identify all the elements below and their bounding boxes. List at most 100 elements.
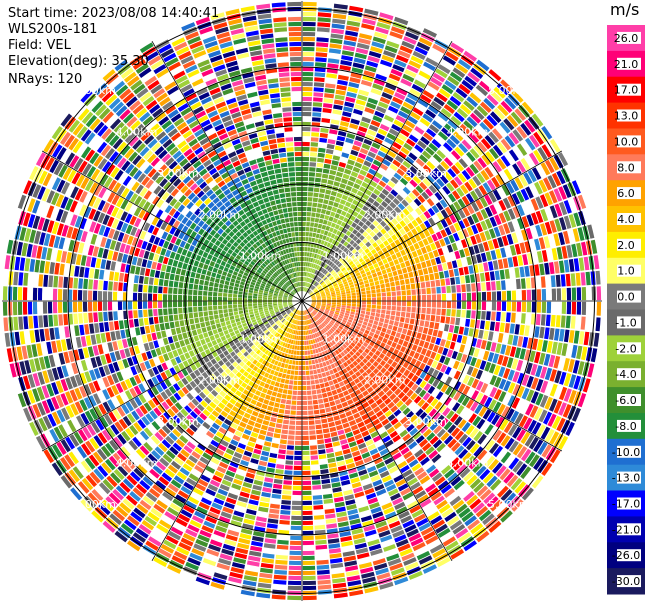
radar-gate [461, 396, 470, 407]
radar-gate [472, 128, 483, 140]
radar-gate [331, 28, 344, 35]
radar-gate [304, 345, 307, 350]
radar-gate [321, 282, 326, 287]
radar-gate [401, 199, 409, 207]
radar-gate [309, 307, 313, 311]
radar-gate [23, 316, 29, 330]
radar-gate [572, 228, 580, 242]
radar-gate [455, 87, 468, 99]
radar-gate [335, 506, 346, 513]
radar-gate [42, 301, 48, 314]
radar-gate [376, 271, 382, 276]
radar-gate [330, 405, 337, 412]
radar-gate [386, 305, 391, 310]
radar-gate [454, 146, 465, 157]
radar-gate [351, 67, 364, 74]
radar-gate [488, 458, 499, 471]
radar-gate [356, 42, 370, 50]
radar-gate [360, 284, 365, 289]
radar-gate [339, 65, 351, 71]
radar-gate [550, 314, 556, 327]
radar-gate [408, 60, 422, 69]
radar-gate [327, 301, 332, 303]
radar-gate [142, 293, 148, 301]
radar-gate [322, 284, 327, 288]
radar-gate [315, 270, 319, 275]
radar-gate [498, 224, 506, 236]
radar-gate [310, 294, 315, 297]
radar-gate [274, 564, 288, 570]
radar-gate [427, 226, 435, 235]
radar-gate [336, 460, 346, 467]
radar-gate [418, 154, 429, 164]
radar-gate [426, 432, 436, 442]
radar-gate [302, 365, 306, 371]
radar-gate [443, 171, 453, 181]
radar-gate [325, 236, 330, 242]
radar-gate [460, 275, 466, 284]
radar-gate [367, 322, 373, 328]
radar-gate [131, 336, 138, 346]
radar-gate [510, 410, 520, 423]
radar-gate [331, 318, 336, 323]
radar-gate [233, 304, 238, 308]
radar-gate [408, 192, 417, 201]
radar-gate [302, 6, 317, 12]
radar-gate [436, 221, 444, 231]
radar-gate [203, 291, 208, 296]
radar-gate [403, 173, 412, 182]
radar-gate [390, 189, 399, 197]
radar-gate [355, 47, 369, 55]
radar-gate [573, 375, 581, 390]
radar-gate [342, 301, 347, 304]
radar-gate [443, 396, 452, 406]
radar-gate [13, 316, 19, 331]
radar-gate [495, 465, 507, 478]
radar-gate [316, 42, 329, 48]
radar-gate [252, 427, 260, 434]
radar-gate [403, 216, 411, 225]
radar-gate [418, 204, 427, 213]
radar-gate [476, 380, 484, 391]
radar-gate [315, 233, 320, 239]
radar-gate [397, 50, 411, 59]
radar-gate [364, 8, 379, 16]
radar-gate [501, 356, 509, 367]
radar-gate [385, 314, 390, 320]
radar-gate [365, 361, 372, 368]
radar-gate [143, 284, 148, 293]
radar-gate [346, 308, 351, 312]
radar-gate [393, 246, 400, 253]
radar-gate [319, 310, 324, 313]
radar-gate [202, 301, 208, 306]
radar-gate [347, 399, 354, 406]
radar-gate [54, 327, 60, 340]
radar-gate [316, 162, 324, 168]
radar-gate [260, 455, 269, 462]
radar-gate [436, 149, 446, 160]
radar-gate [372, 200, 380, 208]
radar-gate [319, 408, 326, 414]
radar-gate [435, 68, 448, 79]
radar-gate [223, 309, 228, 314]
radar-gate [422, 415, 431, 424]
radar-gate [312, 269, 316, 274]
radar-gate [541, 250, 548, 262]
radar-gate [541, 462, 553, 476]
radar-gate [328, 543, 341, 549]
radar-gate [463, 100, 475, 111]
radar-gate [419, 320, 425, 327]
radar-gate [326, 391, 333, 397]
radar-gate [264, 383, 270, 389]
radar-gate [535, 365, 543, 378]
radar-gate [338, 203, 344, 210]
radar-gate [465, 455, 476, 466]
radar-gate [159, 323, 165, 331]
radar-gate [437, 112, 449, 122]
radar-gate [576, 242, 583, 257]
radar-gate [376, 22, 391, 30]
radar-gate [355, 99, 366, 106]
radar-gate [475, 465, 487, 477]
radar-gate [436, 414, 445, 424]
